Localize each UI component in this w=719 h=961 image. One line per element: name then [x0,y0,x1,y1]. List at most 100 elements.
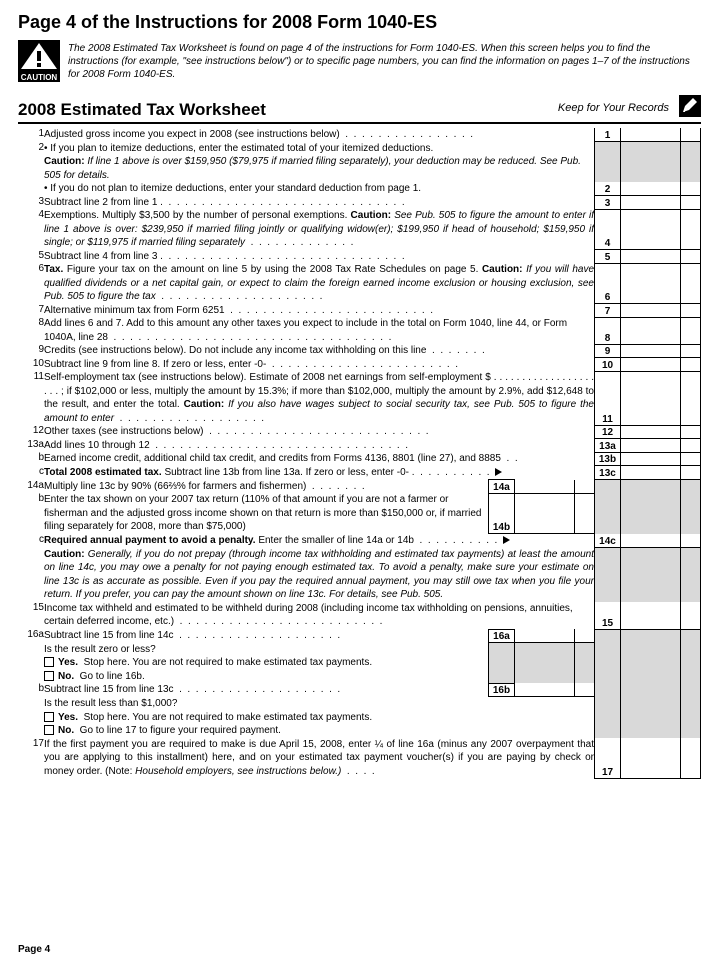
box-num: 16a [489,629,515,643]
box-num: 14c [595,534,621,548]
box-num: 13c [595,466,621,480]
line-num: 6 [18,263,44,304]
amount-cents[interactable] [681,371,701,425]
amount-cents[interactable] [681,263,701,304]
amount-cell[interactable] [621,452,681,466]
line-text: Is the result less than $1,000? [44,697,595,711]
amount-cents[interactable] [681,317,701,344]
amount-cents[interactable] [681,250,701,264]
line-num: 3 [18,196,44,210]
amount-shaded [681,548,701,602]
amount-cents[interactable] [681,452,701,466]
amount-cents[interactable] [681,534,701,548]
checkbox[interactable] [44,725,54,735]
amount-cell[interactable] [515,683,575,697]
amount-cell[interactable] [515,629,575,643]
box-shaded [595,697,621,738]
line-text: If you plan to itemize deductions, enter… [44,142,595,156]
amount-cell[interactable] [621,196,681,210]
box-num: 7 [595,304,621,318]
line-text: Credits (see instructions below). Do not… [44,344,595,358]
box-num: 12 [595,425,621,439]
line-text: Self-employment tax (see instructions be… [44,371,595,425]
amount-cents[interactable] [681,738,701,779]
line-num: 7 [18,304,44,318]
line-num: b [18,683,44,697]
line-num: 13a [18,439,44,453]
amount-cents[interactable] [681,304,701,318]
box-num: 14a [489,480,515,494]
box-num: 14b [489,493,515,534]
line-num: 17 [18,738,44,779]
line-num: 5 [18,250,44,264]
amount-cell[interactable] [621,344,681,358]
amount-cell[interactable] [621,439,681,453]
line-text: Alternative minimum tax from Form 6251 .… [44,304,595,318]
line-text: Earned income credit, additional child t… [44,452,595,466]
line-text: Tax. Figure your tax on the amount on li… [44,263,595,304]
amount-cents[interactable] [681,209,701,250]
amount-cents[interactable] [681,602,701,630]
checkbox[interactable] [44,657,54,667]
worksheet-title: 2008 Estimated Tax Worksheet [18,100,266,120]
amount-cell[interactable] [515,480,575,494]
line-text: If the first payment you are required to… [44,738,595,779]
line-text: Required annual payment to avoid a penal… [44,534,595,548]
amount-cell[interactable] [621,738,681,779]
amount-cents[interactable] [681,466,701,480]
amount-cents[interactable] [681,128,701,142]
amount-cell[interactable] [621,304,681,318]
amount-cell[interactable] [621,466,681,480]
amount-cents[interactable] [681,344,701,358]
caution-icon: CAUTION [18,40,60,85]
amount-cell[interactable] [621,317,681,344]
amount-shaded [515,643,575,684]
amount-cents[interactable] [575,493,595,534]
amount-cell[interactable] [621,209,681,250]
box-shaded [595,548,621,602]
line-text: Enter the tax shown on your 2007 tax ret… [44,493,489,534]
line-text: Total 2008 estimated tax. Subtract line … [44,466,595,480]
checkbox[interactable] [44,712,54,722]
line-text: If you do not plan to itemize deductions… [44,182,595,196]
box-num: 16b [489,683,515,697]
amount-shaded [681,480,701,534]
amount-cents[interactable] [575,480,595,494]
checkbox-no: No. Go to line 16b. [44,670,489,684]
amount-cell[interactable] [621,534,681,548]
line-text: Subtract line 4 from line 3 . . . . . . … [44,250,595,264]
amount-cents[interactable] [681,182,701,196]
line-num: 14a [18,480,44,494]
box-num: 11 [595,371,621,425]
box-shaded [595,629,621,697]
amount-cell[interactable] [621,358,681,372]
page-footer: Page 4 [18,944,50,955]
checkbox[interactable] [44,671,54,681]
amount-cell[interactable] [621,602,681,630]
amount-cell[interactable] [621,250,681,264]
amount-cents[interactable] [575,629,595,643]
box-num: 1 [595,128,621,142]
caution-block: CAUTION The 2008 Estimated Tax Worksheet… [18,40,701,85]
line-text: Subtract line 15 from line 14c . . . . .… [44,629,489,643]
amount-cell[interactable] [621,371,681,425]
line-text: Subtract line 9 from line 8. If zero or … [44,358,595,372]
line-num: 1 [18,128,44,142]
box-num: 17 [595,738,621,779]
triangle-icon [495,468,502,476]
amount-cell[interactable] [621,263,681,304]
amount-cell[interactable] [515,493,575,534]
box-num: 10 [595,358,621,372]
amount-cents[interactable] [681,196,701,210]
amount-cents[interactable] [681,358,701,372]
amount-cell[interactable] [621,182,681,196]
amount-shaded [621,480,681,534]
amount-cell[interactable] [621,128,681,142]
page-title: Page 4 of the Instructions for 2008 Form… [18,12,701,33]
line-text: Exemptions. Multiply $3,500 by the numbe… [44,209,595,250]
amount-cents[interactable] [575,683,595,697]
amount-cents[interactable] [681,439,701,453]
amount-cell[interactable] [621,425,681,439]
amount-shaded [621,142,681,183]
amount-cents[interactable] [681,425,701,439]
